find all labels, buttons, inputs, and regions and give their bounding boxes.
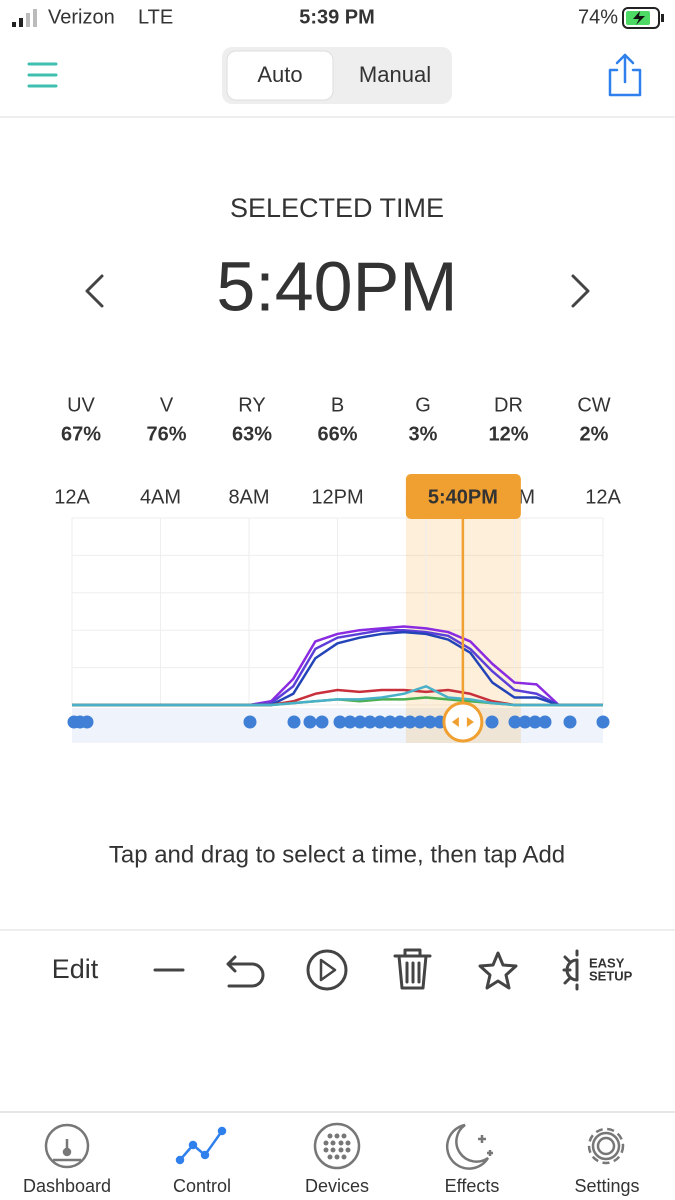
play-button[interactable] [306,949,348,991]
tab-label[interactable]: Dashboard [23,1176,111,1196]
easy-setup-label: SETUP [589,968,633,983]
tab-label[interactable]: Devices [305,1176,369,1196]
schedule-dot [353,715,367,729]
cursor-label-bg [405,474,521,519]
prev-button[interactable] [85,274,104,308]
devices-icon [313,1122,361,1170]
schedule-dot [563,715,577,729]
x-tick-label: 12A [54,486,90,508]
menu-button[interactable] [27,62,58,88]
schedule-dot [373,715,387,729]
tab-label[interactable]: Settings [574,1176,639,1196]
favorite-button[interactable] [478,951,518,990]
schedule-dot [343,715,357,729]
clock: 5:39 PM [299,6,375,28]
edit-button[interactable]: Edit [52,954,99,984]
delete-button[interactable] [393,948,432,990]
schedule-dot [243,715,257,729]
settings-icon [587,1127,625,1165]
share-button[interactable] [608,53,642,97]
channel-value: 63% [232,423,272,445]
mode-auto[interactable]: Auto [257,62,302,87]
schedule-dot [333,715,347,729]
instruction: Tap and drag to select a time, then tap … [109,841,565,868]
signal [12,9,37,27]
selected-time-label: SELECTED TIME [230,193,444,223]
mode-active[interactable] [226,50,334,101]
next-button[interactable] [571,274,590,308]
carrier: Verizon [48,6,115,28]
mode-manual[interactable]: Manual [359,62,431,87]
channel-value: 3% [409,423,438,445]
channel-name: UV [67,394,95,416]
schedule-dot [538,715,552,729]
channel-name: G [415,394,431,416]
x-tick-label: 8AM [228,486,269,508]
schedule-dot [315,715,329,729]
schedule-dot [393,715,407,729]
channel-value: 12% [488,423,528,445]
channel-name: DR [494,394,523,416]
schedule-dot [596,715,610,729]
selected-time: 5:40PM [216,247,457,325]
schedule-dot [423,715,437,729]
channel-value: 67% [61,423,101,445]
undo-button[interactable] [226,955,265,988]
tab-bar: Dashboard Control Devices Effects Settings [23,1176,640,1196]
battery-icon [622,7,664,29]
x-tick-label: 12A [585,486,621,508]
schedule-dot [383,715,397,729]
x-tick-label: 12PM [311,486,363,508]
effects-icon [445,1123,493,1170]
schedule-dot [485,715,499,729]
channel-name: V [160,394,174,416]
channel-name: CW [577,394,610,416]
cursor-handle[interactable] [442,701,484,743]
channel-value: 76% [146,423,186,445]
channel-value: 66% [317,423,357,445]
channel-value: 2% [580,423,609,445]
schedule-dot [287,715,301,729]
channels: UV 67% V 76% RY 63% B 66% G 3% DR 12% CW 2% [61,394,611,445]
network: LTE [138,6,173,28]
tab-label[interactable]: Effects [445,1176,500,1196]
series-line [72,685,603,707]
easy-setup-button[interactable]: EASY SETUP [562,949,633,991]
schedule-dot [303,715,317,729]
schedule-dot [518,715,532,729]
tab-label[interactable]: Control [173,1176,231,1196]
channel-name: RY [238,394,265,416]
easy-setup-label: EASY [589,955,625,970]
schedule-dot [508,715,522,729]
cursor-arrows [451,717,474,727]
schedule-dot [363,715,377,729]
control-icon [175,1126,227,1165]
battery-level: 74% [578,6,618,28]
schedule-dot [413,715,427,729]
schedule-dot [528,715,542,729]
schedule-dot [80,715,94,729]
schedule-dot [403,715,417,729]
cursor-label: 5:40PM [428,486,498,508]
chart: 12A4AM8AM12PM4PM8PM12A5:40PM [54,474,621,743]
dashboard-icon [44,1123,90,1169]
x-tick-label: 4AM [140,486,181,508]
channel-name: B [331,394,344,416]
